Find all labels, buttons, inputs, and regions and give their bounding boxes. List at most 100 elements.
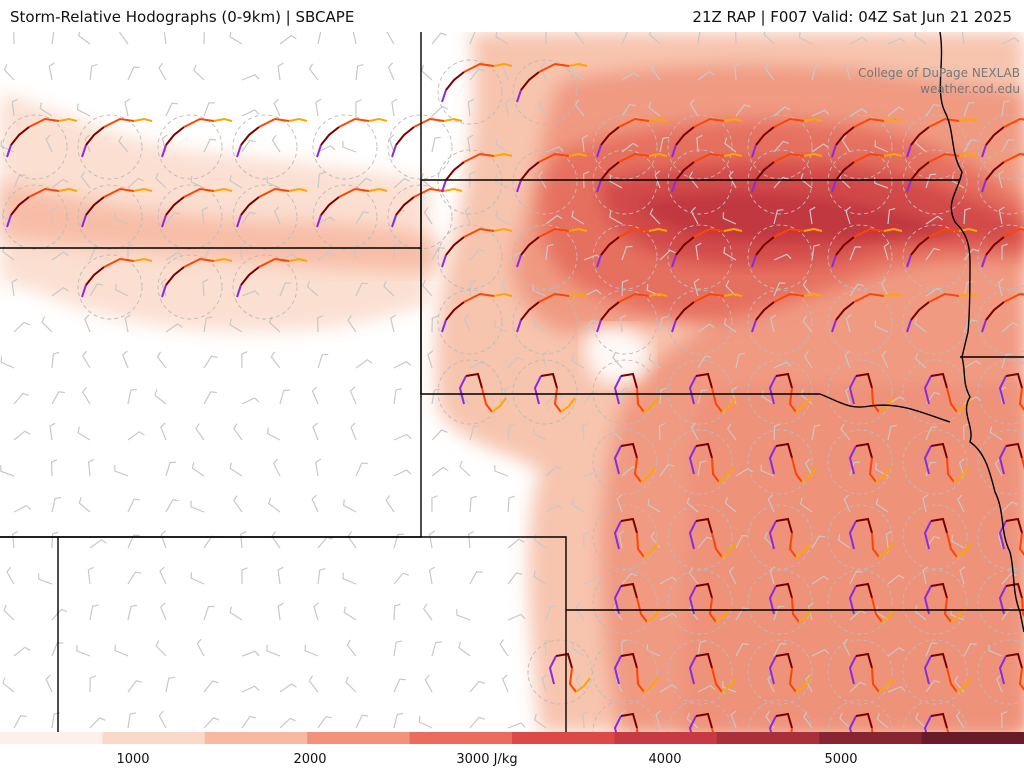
- wind-barb: [304, 644, 319, 657]
- hodograph-segment: [240, 266, 260, 286]
- wind-barb: [659, 249, 676, 261]
- hodograph-segment: [835, 126, 855, 146]
- wind-barb: [842, 638, 851, 657]
- wind-barb: [241, 650, 260, 657]
- hodograph-segment: [620, 582, 638, 599]
- hodograph-segment: [491, 397, 507, 413]
- hodograph-segment: [10, 126, 30, 146]
- hodograph-segment: [671, 254, 677, 268]
- wind-barb: [507, 613, 526, 621]
- wind-barb: [659, 387, 667, 405]
- hodograph-ring: [667, 429, 733, 495]
- hodograph-segment: [413, 117, 445, 128]
- wind-barb: [1001, 37, 1020, 45]
- hodograph-segment: [675, 161, 695, 181]
- map-panel[interactable]: College of DuPage NEXLAB weather.cod.edu: [0, 32, 1024, 732]
- hodograph-segment: [568, 292, 588, 297]
- hodograph-segment: [768, 375, 777, 405]
- hodograph-segment: [910, 161, 930, 181]
- hodograph-segment: [618, 227, 650, 238]
- hodograph-segment: [855, 652, 873, 669]
- colorbar-segment: [819, 732, 923, 744]
- wind-barb: [1001, 138, 1015, 153]
- wind-barb: [659, 684, 678, 693]
- hodograph-segment: [853, 152, 885, 163]
- wind-barb: [574, 99, 585, 117]
- hodograph-segment: [958, 117, 978, 122]
- wind-barb: [39, 102, 53, 117]
- wind-barb: [805, 674, 813, 693]
- hodograph-segment: [636, 667, 645, 693]
- wind-barb: [925, 426, 938, 441]
- hodograph-segment: [855, 582, 873, 599]
- colorbar-segment: [512, 732, 616, 744]
- wind-barb: [393, 712, 404, 729]
- hodograph-segment: [320, 126, 340, 146]
- hodograph-ring: [827, 114, 893, 180]
- wind-barb: [469, 171, 476, 189]
- wind-barb: [849, 108, 868, 117]
- hodograph-segment: [801, 467, 817, 483]
- wind-barb: [78, 32, 91, 45]
- wind-barb: [195, 423, 205, 441]
- wind-barb: [342, 141, 357, 153]
- wind-barb: [925, 103, 940, 117]
- hodograph-ring: [747, 699, 813, 732]
- wind-barb: [874, 320, 889, 333]
- wind-barb: [317, 145, 336, 153]
- wind-barb: [241, 685, 260, 693]
- wind-barb: [160, 422, 167, 441]
- credit-line: College of DuPage NEXLAB: [858, 66, 1020, 80]
- wind-barb: [925, 173, 937, 189]
- wind-barb: [621, 32, 634, 45]
- hodograph-ring: [747, 429, 813, 495]
- wind-barb: [773, 642, 787, 657]
- wind-barb: [127, 712, 137, 729]
- hodograph-ring: [157, 184, 223, 250]
- hodograph-segment: [493, 292, 513, 297]
- hodograph-segment: [463, 227, 495, 238]
- wind-barb: [963, 207, 971, 225]
- wind-barb: [505, 98, 512, 117]
- wind-barb: [469, 571, 483, 585]
- hodograph-segment: [1005, 442, 1023, 459]
- wind-barb: [127, 534, 140, 549]
- wind-barb: [735, 32, 737, 45]
- wind-barb: [456, 609, 471, 621]
- wind-barb: [764, 63, 775, 81]
- wind-barb: [51, 497, 62, 513]
- hodograph-segment: [648, 152, 668, 157]
- wind-barb: [840, 423, 851, 441]
- hodograph-segment: [391, 214, 397, 228]
- wind-barb: [393, 678, 406, 693]
- wind-barb: [89, 539, 107, 549]
- hodograph-segment: [675, 236, 695, 256]
- hodograph-segment: [695, 372, 713, 389]
- hodograph-segment: [981, 144, 987, 158]
- hodograph-segment: [910, 301, 930, 321]
- credit-url[interactable]: weather.cod.edu: [920, 82, 1020, 96]
- hodograph-segment: [803, 117, 823, 122]
- hodograph-segment: [520, 301, 540, 321]
- hodograph-ring: [747, 504, 813, 570]
- hodograph-segment: [618, 292, 650, 303]
- wind-barb: [160, 602, 167, 621]
- wind-barb: [655, 710, 661, 729]
- wind-barb: [279, 717, 296, 729]
- wind-barb: [165, 212, 181, 225]
- hodograph-ring: [827, 224, 893, 290]
- wind-barb: [431, 429, 448, 441]
- wind-barb: [914, 32, 927, 45]
- wind-barb: [160, 530, 167, 549]
- wind-barb: [621, 387, 629, 405]
- wind-barb: [621, 279, 629, 297]
- hodograph-ring: [512, 224, 578, 290]
- wind-barb: [190, 500, 205, 513]
- hodograph-segment: [775, 442, 793, 459]
- hodograph-segment: [871, 667, 880, 693]
- wind-barb: [390, 314, 396, 333]
- hodograph-segment: [613, 520, 622, 550]
- wind-barb: [347, 315, 357, 333]
- hodograph-segment: [855, 517, 873, 534]
- hodograph-segment: [791, 457, 803, 483]
